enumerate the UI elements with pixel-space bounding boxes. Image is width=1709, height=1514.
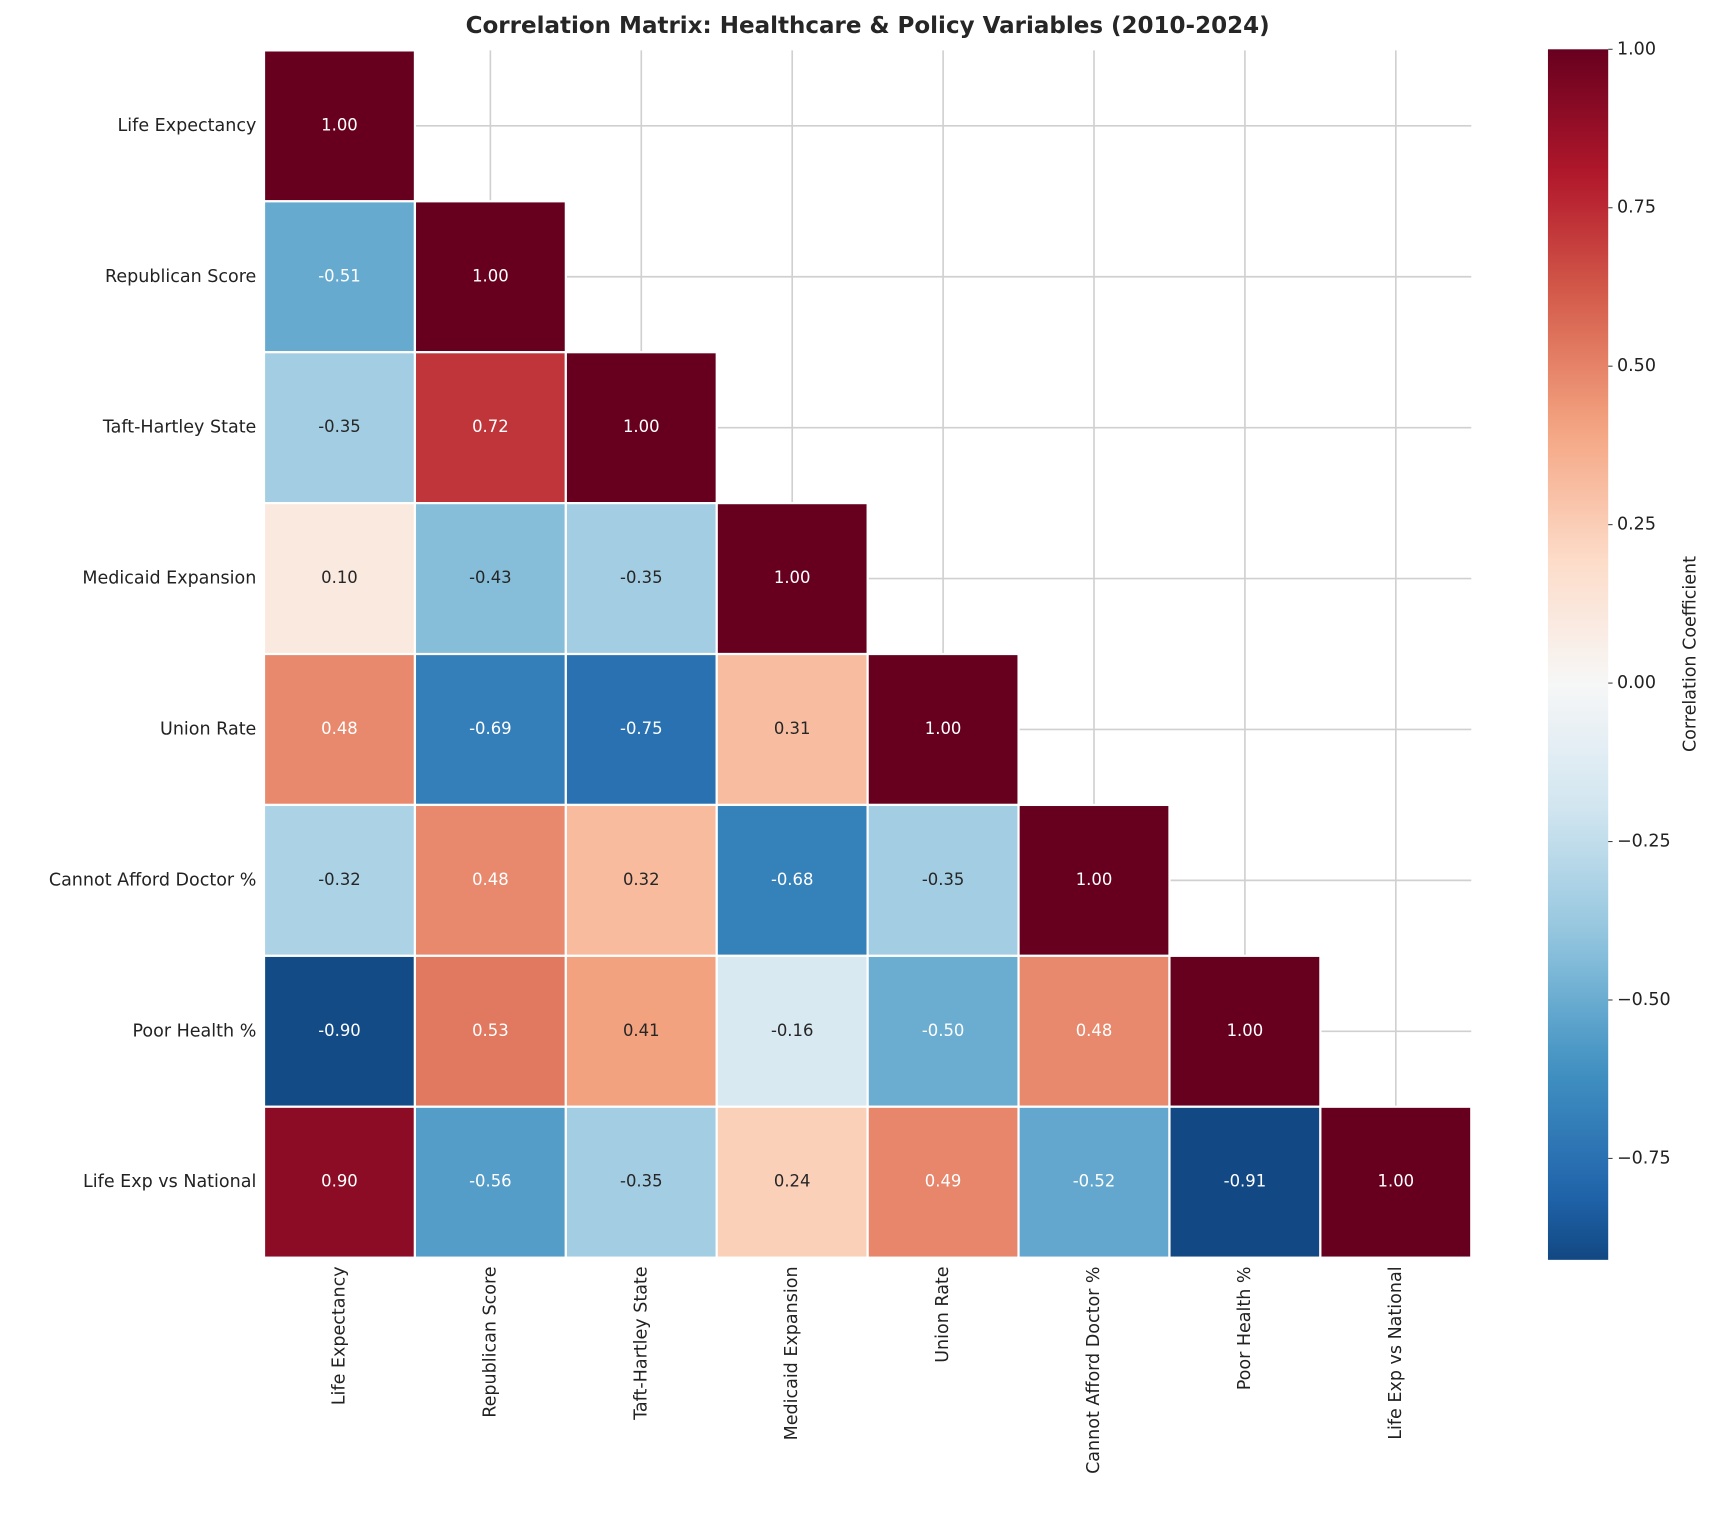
cell-label: -0.68 <box>771 870 814 889</box>
cell-label: -0.35 <box>620 568 663 587</box>
colorbar-tick-label: 0.25 <box>1617 515 1656 535</box>
cell-label: 1.00 <box>623 417 660 436</box>
heatmap-cell <box>413 954 567 1108</box>
heatmap-cell <box>1168 1105 1322 1259</box>
heatmap-cell <box>866 803 1020 957</box>
colorbar-tick-label: 1.00 <box>1617 39 1656 59</box>
heatmap-cell <box>1168 954 1322 1108</box>
heatmap-cell <box>564 502 718 656</box>
y-tick-label: Taft-Hartley State <box>102 418 257 438</box>
x-tick-label: Republican Score <box>480 1266 500 1417</box>
heatmap-cell <box>262 351 417 505</box>
cell-label: -0.43 <box>469 568 512 587</box>
heatmap-cell <box>262 502 417 656</box>
cell-label: 0.48 <box>1076 1021 1113 1040</box>
y-tick-label: Poor Health % <box>132 1021 256 1041</box>
heatmap-cell <box>1319 1105 1473 1259</box>
heatmap-cell <box>1017 803 1171 957</box>
heatmap-cell <box>866 954 1020 1108</box>
colorbar-tick-label: −0.50 <box>1617 990 1671 1010</box>
x-tick-label: Poor Health % <box>1235 1266 1255 1390</box>
heatmap-cell <box>564 803 718 957</box>
heatmap-cell <box>413 351 567 505</box>
colorbar <box>1547 49 1609 1260</box>
cell-label: -0.35 <box>318 417 361 436</box>
heatmap-cell <box>866 652 1020 807</box>
cell-label: 1.00 <box>1076 870 1113 889</box>
cell-label: -0.16 <box>771 1021 814 1040</box>
cell-label: 0.53 <box>472 1021 509 1040</box>
cell-label: -0.32 <box>318 870 361 889</box>
x-tick-label: Cannot Afford Doctor % <box>1084 1266 1104 1473</box>
heatmap-cell <box>715 652 869 807</box>
cell-label: -0.90 <box>318 1021 361 1040</box>
cell-label: 0.48 <box>321 719 358 738</box>
heatmap-cell <box>715 803 869 957</box>
heatmap-cell <box>413 1105 567 1259</box>
x-tick-label: Life Exp vs National <box>1386 1266 1406 1439</box>
heatmap-cell <box>413 652 567 807</box>
colorbar-tick-label: −0.25 <box>1617 832 1671 852</box>
cell-label: 0.41 <box>623 1021 660 1040</box>
heatmap-cell <box>715 1105 869 1259</box>
heatmap-cell <box>262 954 417 1108</box>
cell-label: 0.90 <box>321 1172 358 1191</box>
heatmap-cell <box>1017 954 1171 1108</box>
colorbar-tick-label: 0.50 <box>1617 356 1656 376</box>
cell-label: -0.50 <box>922 1021 965 1040</box>
heatmap-cell <box>1017 1105 1171 1259</box>
cell-label: 0.31 <box>774 719 811 738</box>
cell-label: 1.00 <box>925 719 962 738</box>
heatmap-cell <box>262 803 417 957</box>
colorbar-tick-label: −0.75 <box>1617 1148 1671 1168</box>
cell-label: -0.52 <box>1073 1172 1116 1191</box>
cell-label: -0.69 <box>469 719 512 738</box>
cell-label: -0.35 <box>620 1172 663 1191</box>
chart-title: Correlation Matrix: Healthcare & Policy … <box>466 13 1270 39</box>
cell-label: 0.48 <box>472 870 509 889</box>
y-tick-label: Republican Score <box>105 267 256 287</box>
cell-label: 1.00 <box>472 266 509 285</box>
cell-label: 1.00 <box>321 115 358 134</box>
cell-label: -0.35 <box>922 870 965 889</box>
y-tick-label: Life Exp vs National <box>83 1172 256 1192</box>
cell-label: 1.00 <box>1378 1172 1415 1191</box>
cell-label: 0.49 <box>925 1172 962 1191</box>
x-tick-label: Taft-Hartley State <box>631 1266 651 1421</box>
cell-label: -0.56 <box>469 1172 512 1191</box>
colorbar-label: Correlation Coefficient <box>1680 556 1700 752</box>
cell-label: 1.00 <box>1227 1021 1264 1040</box>
heatmap-cell <box>564 652 718 807</box>
heatmap-cell <box>413 803 567 957</box>
y-tick-label: Life Expectancy <box>118 116 257 136</box>
cell-label: 1.00 <box>774 568 811 587</box>
x-tick-label: Medicaid Expansion <box>782 1266 802 1440</box>
cell-label: 0.10 <box>321 568 358 587</box>
heatmap-cell <box>262 652 417 807</box>
x-tick-label: Union Rate <box>933 1266 953 1362</box>
cell-label: -0.91 <box>1224 1172 1267 1191</box>
heatmap-cell <box>715 502 869 656</box>
heatmap-cell <box>564 351 718 505</box>
y-tick-label: Cannot Afford Doctor % <box>49 870 257 890</box>
colorbar-tick-label: 0.00 <box>1617 673 1656 693</box>
cell-label: 0.72 <box>472 417 509 436</box>
cell-label: 0.32 <box>623 870 660 889</box>
heatmap-cell <box>866 1105 1020 1259</box>
x-tick-label: Life Expectancy <box>329 1266 349 1405</box>
cell-label: -0.51 <box>318 266 361 285</box>
y-tick-label: Union Rate <box>160 719 256 739</box>
cell-label: -0.75 <box>620 719 663 738</box>
y-tick-label: Medicaid Expansion <box>82 569 256 589</box>
colorbar-tick-label: 0.75 <box>1617 198 1656 218</box>
cell-label: 0.24 <box>774 1172 811 1191</box>
